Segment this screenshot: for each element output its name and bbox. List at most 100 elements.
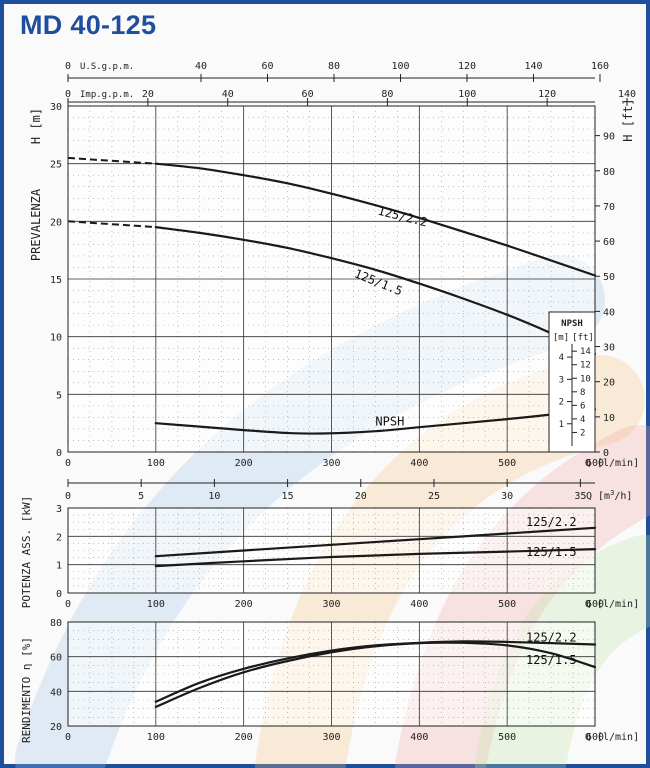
head-series-label: NPSH xyxy=(375,414,404,428)
head-point xyxy=(242,429,245,431)
efficiency-y-label: RENDIMENTO η [%] xyxy=(20,637,33,743)
head-point xyxy=(374,430,377,433)
usgpm-tick-label: 60 xyxy=(261,61,273,72)
head-right-tick-label: 50 xyxy=(603,272,615,283)
flow-m3h-tick-label: 10 xyxy=(208,491,220,502)
head-series-125/2.2-extension xyxy=(67,156,156,165)
efficiency-point xyxy=(286,657,289,660)
power-panel: 0 100 200 300 400 500 600 0 1 2 3 Q [l/min] 125/2.2 1… xyxy=(56,504,639,610)
npsh-inset-ft-label: [ft] xyxy=(572,333,594,343)
efficiency-x-tick-label: 100 xyxy=(147,732,165,743)
efficiency-y-tick-label: 40 xyxy=(50,687,62,698)
head-y-unit: H [m] xyxy=(29,108,43,144)
efficiency-point xyxy=(198,686,201,689)
efficiency-point xyxy=(154,700,157,703)
head-x-tick-label: 600 xyxy=(586,458,604,469)
head-point xyxy=(462,297,465,300)
efficiency-point xyxy=(242,667,245,670)
power-series-label: 125/2.2 xyxy=(526,515,577,529)
head-y-tick-label: 5 xyxy=(56,390,62,401)
efficiency-point xyxy=(330,651,333,654)
power-point xyxy=(506,532,509,535)
efficiency-point xyxy=(462,641,465,644)
usgpm-tick-label: 80 xyxy=(328,61,340,72)
page-title: MD 40-125 xyxy=(20,10,157,40)
npsh-ft-tick-label: 12 xyxy=(580,361,591,371)
efficiency-point xyxy=(286,660,289,662)
power-y-tick-label: 1 xyxy=(56,561,62,572)
efficiency-point xyxy=(594,666,596,668)
head-point xyxy=(286,182,289,185)
head-y-tick-label: 30 xyxy=(50,102,62,113)
head-x-tick-label: 400 xyxy=(410,458,428,469)
impgpm-tick-label: 60 xyxy=(302,89,314,100)
npsh-m-tick-label: 1 xyxy=(559,420,564,430)
efficiency-panel: 0 100 200 300 400 500 600 20 40 60 80 Q [l/min] 125/… xyxy=(50,618,639,743)
head-point xyxy=(286,432,289,434)
head-point xyxy=(198,425,201,428)
power-x-tick-label: 500 xyxy=(498,599,516,610)
flow-m3h-tick-label: 15 xyxy=(282,491,294,502)
head-point xyxy=(418,216,421,219)
npsh-inset-m-label: [m] xyxy=(553,333,569,343)
head-point xyxy=(154,422,157,425)
head-point xyxy=(550,259,552,262)
impgpm-tick-label: 20 xyxy=(142,89,154,100)
efficiency-point xyxy=(418,642,421,645)
head-y-tick-label: 15 xyxy=(50,275,62,286)
impgpm-tick-label: 0 xyxy=(65,89,71,100)
usgpm-tick-label: 160 xyxy=(591,61,609,72)
impgpm-tick-label: 80 xyxy=(381,89,393,100)
npsh-ft-tick-label: 2 xyxy=(580,428,585,438)
head-point xyxy=(506,244,509,247)
head-point xyxy=(506,418,509,421)
npsh-m-tick-label: 3 xyxy=(559,375,564,385)
flow-m3h-tick-label: 20 xyxy=(355,491,367,502)
head-x-tick-label: 500 xyxy=(498,458,516,469)
efficiency-plot-frame xyxy=(67,621,596,727)
usgpm-tick-label: 140 xyxy=(524,61,542,72)
usgpm-tick-label: 100 xyxy=(391,61,409,72)
power-x-tick-label: 200 xyxy=(235,599,253,610)
npsh-ft-tick-label: 14 xyxy=(580,347,591,357)
impgpm-tick-label: 140 xyxy=(618,89,636,100)
npsh-m-tick-label: 2 xyxy=(559,398,564,408)
head-right-tick-label: 20 xyxy=(603,378,615,389)
efficiency-point xyxy=(198,681,201,684)
power-point xyxy=(506,550,509,553)
efficiency-point xyxy=(594,643,596,646)
head-point xyxy=(242,238,245,241)
head-right-axis-label: H [ft] xyxy=(621,98,635,141)
efficiency-point xyxy=(550,642,552,645)
power-y-tick-label: 0 xyxy=(56,589,62,600)
npsh-ft-tick-label: 8 xyxy=(580,388,585,398)
power-point xyxy=(242,560,245,563)
flow-m3h-tick-label: 0 xyxy=(65,491,71,502)
efficiency-x-tick-label: 400 xyxy=(410,732,428,743)
head-right-tick-label: 90 xyxy=(603,132,615,143)
impgpm-tick-label: 100 xyxy=(458,89,476,100)
power-x-tick-label: 400 xyxy=(410,599,428,610)
head-point xyxy=(198,167,201,170)
npsh-ft-tick-label: 10 xyxy=(580,374,591,384)
head-right-tick-label: 10 xyxy=(603,413,615,424)
power-x-tick-label: 600 xyxy=(586,599,604,610)
head-x-tick-label: 300 xyxy=(322,458,340,469)
head-point xyxy=(462,230,465,233)
head-point xyxy=(286,246,289,249)
head-right-tick-label: 30 xyxy=(603,343,615,354)
efficiency-point xyxy=(506,641,509,643)
power-series-label: 125/1.5 xyxy=(526,545,577,559)
efficiency-point xyxy=(242,671,245,674)
head-y-tick-label: 0 xyxy=(56,448,62,459)
head-point xyxy=(242,174,245,177)
flow-m3h-tick-label: 30 xyxy=(501,491,513,502)
power-x-unit: Q [l/min] xyxy=(585,599,639,610)
efficiency-y-tick-label: 60 xyxy=(50,653,62,664)
power-point xyxy=(418,538,421,541)
npsh-inset-title: NPSH xyxy=(561,319,583,329)
head-point xyxy=(462,422,465,425)
head-right-tick-label: 40 xyxy=(603,307,615,318)
power-y-label: POTENZA ASS. [kW] xyxy=(20,496,33,609)
